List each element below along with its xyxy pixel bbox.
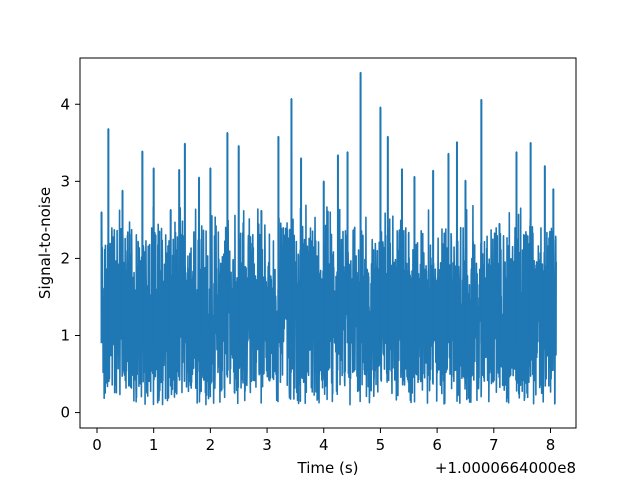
- x-tick-label: 8: [546, 436, 556, 454]
- x-tick-label: 1: [149, 436, 159, 454]
- y-tick-label: 2: [60, 249, 70, 267]
- x-tick-label: 2: [206, 436, 216, 454]
- y-tick-label: 3: [60, 172, 70, 190]
- x-tick-label: 0: [92, 436, 102, 454]
- x-axis: 0 1 2 3 4 5 6 7 8: [92, 428, 555, 454]
- x-tick-label: 3: [262, 436, 272, 454]
- y-tick-label: 4: [60, 95, 70, 113]
- series-group: [100, 71, 557, 406]
- x-axis-label: Time (s): [297, 459, 359, 477]
- x-tick-label: 5: [376, 436, 386, 454]
- y-axis: 0 1 2 3 4: [60, 95, 80, 422]
- y-tick-label: 0: [60, 404, 70, 422]
- plot-frame: [79, 57, 577, 429]
- x-tick-label: 7: [489, 436, 499, 454]
- x-tick-label: 6: [432, 436, 442, 454]
- x-tick-label: 4: [319, 436, 329, 454]
- y-tick-label: 1: [60, 327, 70, 345]
- x-offset-label: +1.0000664000e8: [435, 459, 576, 477]
- y-axis-label: Signal-to-noise: [36, 187, 54, 299]
